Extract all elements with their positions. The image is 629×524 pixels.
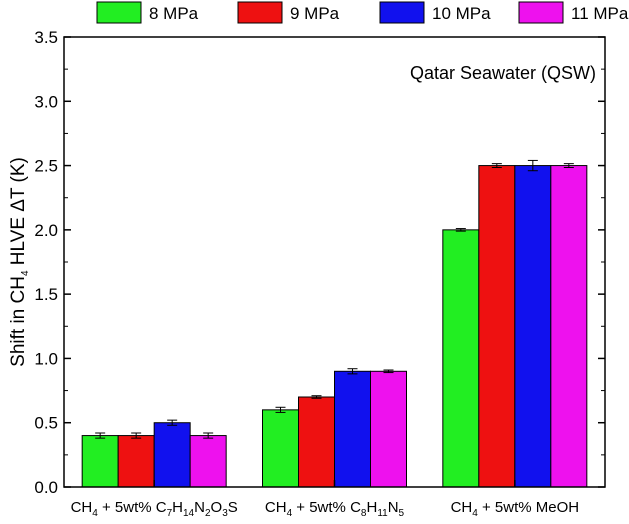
x-category-label-part: 5 [399, 508, 405, 519]
x-category-label-part: 11 [377, 508, 388, 519]
legend-swatch-4 [518, 1, 564, 24]
x-category-label-part: + 5wt% C [98, 499, 167, 516]
bar-11-mpa-cat1 [189, 435, 227, 488]
x-category-label: CH4 + 5wt% MeOH [451, 499, 580, 519]
x-category-label-part: 7 [167, 508, 173, 519]
x-category-label-part: H [172, 499, 183, 516]
y-tick-label: 1.5 [34, 285, 58, 304]
x-category-label-part: + 5wt% MeOH [478, 499, 579, 516]
bar-9-mpa-cat1 [117, 435, 155, 488]
legend-label-3: 10 MPa [432, 4, 491, 23]
x-category-label-part: 14 [183, 508, 195, 519]
x-category-label-part: O [211, 499, 223, 516]
y-axis-label-part: 4 [20, 270, 31, 276]
bar-11-mpa-cat2 [370, 370, 407, 488]
x-category-label-part: CH [71, 499, 93, 516]
y-tick-label: 3.0 [34, 92, 58, 111]
y-tick-label: 0.0 [34, 478, 58, 497]
y-tick-label: 2.5 [34, 157, 58, 176]
x-category-label-part: 2 [205, 508, 211, 519]
legend-swatch-2 [237, 1, 283, 24]
y-tick-label: 0.5 [34, 414, 58, 433]
bar-8-mpa-cat1 [81, 435, 119, 488]
x-category-label-part: 4 [287, 508, 293, 519]
x-category-label-part: CH [265, 499, 287, 516]
legend-swatch-3 [379, 1, 425, 24]
legend-swatch-1 [96, 1, 142, 24]
y-tick-label: 1.0 [34, 349, 58, 368]
x-category-label-part: N [388, 499, 399, 516]
legend-label-2: 9 MPa [290, 4, 340, 23]
bar-9-mpa-cat2 [298, 396, 335, 488]
annotation-label: Qatar Seawater (QSW) [410, 63, 596, 83]
legend-label-4: 11 MPa [571, 4, 629, 23]
legend-label-1: 8 MPa [149, 4, 199, 23]
y-axis-label-part: HLVE ΔT (K) [8, 157, 29, 270]
bar-8-mpa-cat3 [442, 229, 480, 488]
bar-10-mpa-cat1 [153, 422, 191, 488]
y-tick-label: 2.0 [34, 221, 58, 240]
x-category-label: CH4 + 5wt% C8H11N5 [265, 499, 405, 519]
x-category-label-part: 3 [222, 508, 228, 519]
y-axis-label-part: Shift in CH [8, 276, 29, 367]
x-category-label-part: CH [451, 499, 473, 516]
x-category-label-part: N [194, 499, 205, 516]
y-tick-label: 3.5 [34, 28, 58, 47]
x-category-label: CH4 + 5wt% C7H14N2O3S [71, 499, 238, 519]
x-category-label-part: H [366, 499, 377, 516]
x-category-label-part: S [228, 499, 238, 516]
bar-8-mpa-cat2 [262, 409, 299, 488]
y-axis-label: Shift in CH4 HLVE ΔT (K) [8, 157, 31, 367]
x-category-label-part: 4 [472, 508, 478, 519]
bar-9-mpa-cat3 [478, 165, 516, 488]
x-category-label-part: 4 [92, 508, 98, 519]
x-category-label-part: + 5wt% C [292, 499, 361, 516]
x-category-label-part: 8 [361, 508, 367, 519]
bar-11-mpa-cat3 [550, 165, 588, 488]
bar-10-mpa-cat3 [514, 165, 552, 488]
bar-10-mpa-cat2 [334, 370, 371, 488]
